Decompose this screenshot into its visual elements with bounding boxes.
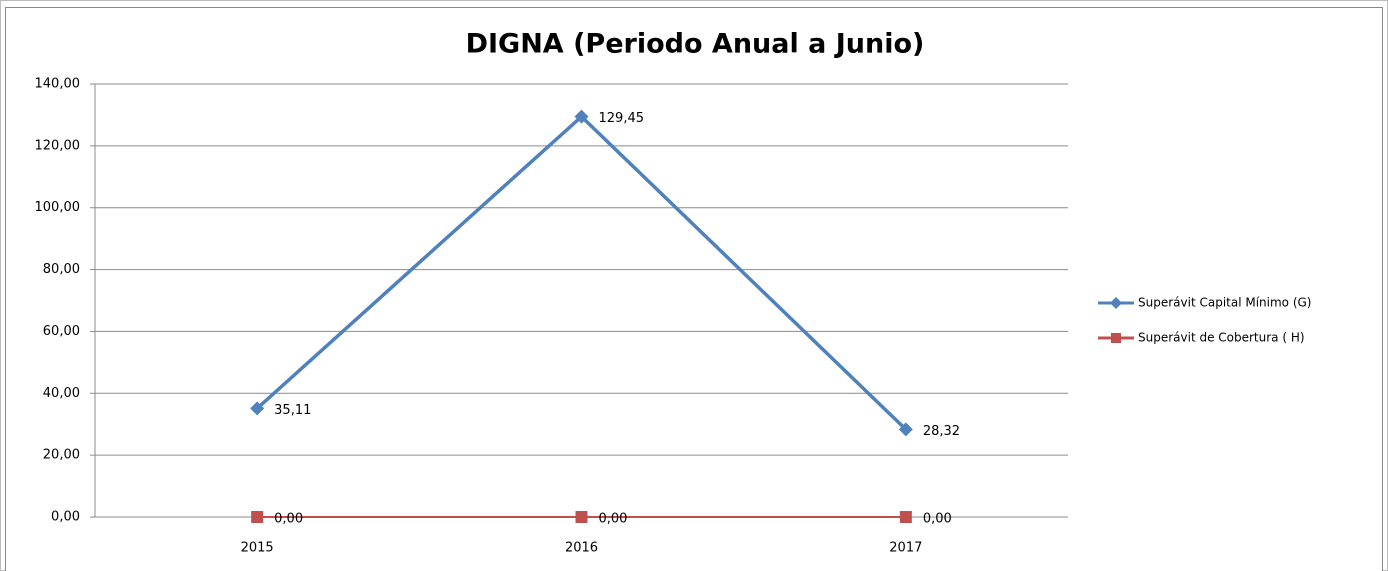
marker <box>574 109 589 124</box>
y-tick-label: 0,00 <box>51 510 80 525</box>
y-tick-label: 140,00 <box>35 77 81 92</box>
y-tick-label: 40,00 <box>43 386 80 401</box>
marker <box>251 511 264 523</box>
x-tick-label: 2017 <box>889 541 922 556</box>
marker <box>575 511 588 523</box>
y-tick-label: 100,00 <box>35 200 81 215</box>
y-tick-label: 60,00 <box>43 324 80 339</box>
marker <box>898 422 913 437</box>
y-tick-label: 20,00 <box>43 448 80 463</box>
legend-marker <box>1111 333 1121 343</box>
y-tick-label: 80,00 <box>43 262 80 277</box>
chart-title: DIGNA (Periodo Anual a Junio) <box>466 29 925 60</box>
chart-frame <box>5 7 1383 571</box>
x-tick-label: 2015 <box>241 541 274 556</box>
marker <box>250 401 265 416</box>
legend-label: Superávit de Cobertura ( H) <box>1138 331 1305 345</box>
data-label: 35,11 <box>274 403 311 418</box>
y-tick-label: 120,00 <box>35 138 81 153</box>
data-label: 0,00 <box>923 512 952 527</box>
x-tick-label: 2016 <box>565 541 598 556</box>
data-label: 0,00 <box>599 512 628 527</box>
data-label: 129,45 <box>599 111 645 126</box>
legend-label: Superávit Capital Mínimo (G) <box>1138 296 1312 310</box>
data-label: 28,32 <box>923 424 960 439</box>
legend-marker <box>1110 297 1122 309</box>
data-label: 0,00 <box>274 512 303 527</box>
marker <box>899 511 912 523</box>
